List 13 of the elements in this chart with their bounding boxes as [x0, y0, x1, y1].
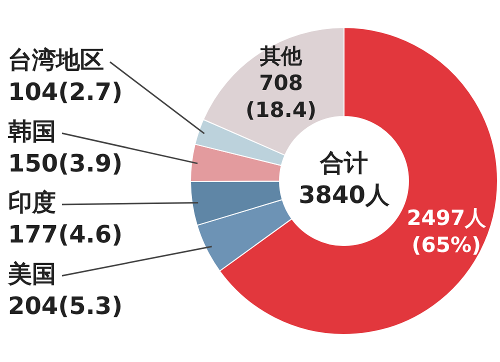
data-label: 150(3.9) [8, 149, 123, 178]
data-label: 708 (18.4) [246, 71, 317, 122]
text: 3840人 [298, 181, 390, 210]
slice-label: 其他 [259, 44, 304, 68]
slice-label: 印度 [8, 188, 56, 217]
slice-label: 美国 [7, 260, 56, 288]
slice-label: 台湾地区 [8, 46, 104, 74]
data-label: 104(2.7) [8, 78, 123, 106]
slice-label: 韩国 [7, 117, 56, 146]
data-label: 2497人 (65%) [406, 206, 488, 258]
data-label: 204(5.3) [8, 292, 123, 320]
text: 合计 [319, 149, 368, 178]
data-label: 177(4.6) [8, 220, 123, 249]
